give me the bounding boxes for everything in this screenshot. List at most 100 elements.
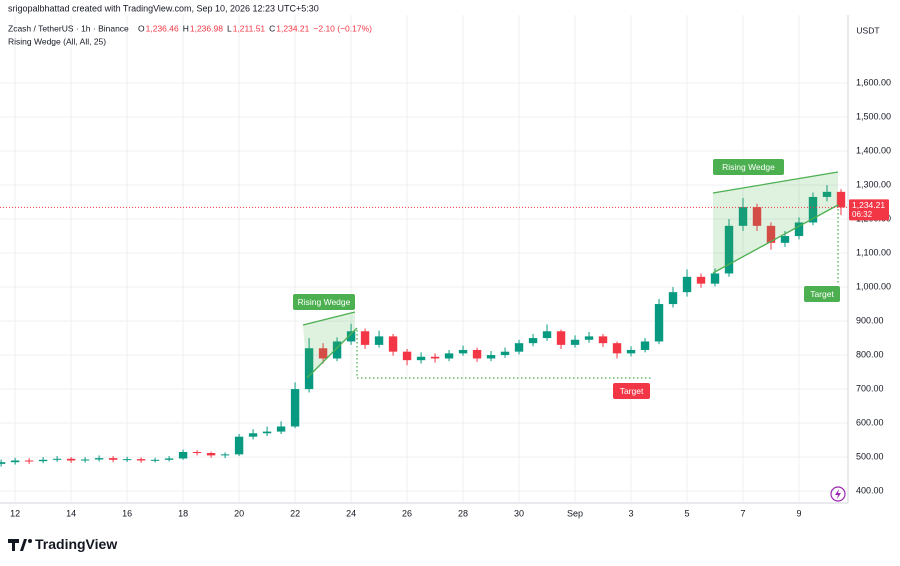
candle-body bbox=[234, 436, 244, 455]
x-tick-label: 24 bbox=[346, 508, 356, 518]
candle-body bbox=[150, 459, 160, 461]
candle-body bbox=[10, 460, 20, 463]
x-tick-label: 14 bbox=[66, 508, 76, 518]
x-tick-label: 18 bbox=[178, 508, 188, 518]
target-line bbox=[356, 330, 651, 379]
candle-body bbox=[738, 207, 748, 226]
logo: TradingView bbox=[8, 536, 117, 552]
candle-body bbox=[836, 191, 846, 208]
wedge-2: Rising Wedge Target bbox=[712, 159, 840, 302]
wedge-lower bbox=[306, 327, 358, 379]
x-tick-label: 22 bbox=[290, 508, 300, 518]
ohlc-value: 1,234.21 bbox=[276, 23, 309, 33]
x-tick-label: 16 bbox=[122, 508, 132, 518]
candle-body bbox=[514, 343, 524, 352]
pattern-label: Rising Wedge bbox=[298, 297, 351, 307]
x-tick-label: 5 bbox=[685, 508, 690, 518]
candle-body bbox=[430, 356, 440, 359]
candle-body bbox=[52, 458, 62, 460]
target-label: Target bbox=[620, 386, 644, 396]
candle-body bbox=[612, 343, 622, 354]
candle-body bbox=[332, 341, 342, 359]
currency: USDT bbox=[856, 25, 879, 35]
ohlc-value: 1,236.46 bbox=[146, 23, 179, 33]
candle-body bbox=[682, 276, 692, 293]
candle-body bbox=[500, 351, 510, 356]
candle-body bbox=[696, 276, 706, 284]
y-tick-label: 700.00 bbox=[856, 383, 884, 393]
candle-body bbox=[206, 453, 216, 456]
wedge-upper bbox=[302, 311, 356, 326]
candle-body bbox=[402, 351, 412, 361]
candle-body bbox=[780, 236, 790, 243]
candle-body bbox=[458, 349, 468, 354]
candle-body bbox=[178, 451, 188, 459]
ohlc-label: C bbox=[269, 23, 275, 33]
x-tick-label: 12 bbox=[10, 508, 20, 518]
candle-body bbox=[0, 462, 6, 464]
candle-body bbox=[290, 389, 300, 427]
candle-body bbox=[304, 348, 314, 390]
lightning-bolt bbox=[835, 489, 841, 499]
target-label-box bbox=[804, 286, 840, 302]
candle-body bbox=[570, 339, 580, 345]
logo-mark bbox=[8, 539, 27, 551]
candle-body bbox=[416, 356, 426, 361]
target-label: Target bbox=[810, 289, 834, 299]
y-tick-label: 1,300.00 bbox=[856, 179, 891, 189]
candle-body bbox=[444, 353, 454, 359]
candle-body bbox=[374, 336, 384, 345]
candle-body bbox=[24, 460, 34, 462]
candle-body bbox=[724, 225, 734, 274]
countdown: 06:32 bbox=[852, 210, 873, 219]
indicator: Rising Wedge (All, All, 25) bbox=[8, 36, 106, 46]
target-label-box bbox=[613, 383, 650, 399]
candle-body bbox=[752, 207, 762, 226]
candle-body bbox=[136, 459, 146, 461]
x-tick-label: 20 bbox=[234, 508, 244, 518]
grid bbox=[0, 15, 848, 503]
candle-body bbox=[472, 349, 482, 359]
x-tick-label: 28 bbox=[458, 508, 468, 518]
candle-body bbox=[556, 331, 566, 345]
x-tick-label: 9 bbox=[796, 508, 801, 518]
logo-text: TradingView bbox=[35, 536, 117, 552]
y-tick-label: 900.00 bbox=[856, 315, 884, 325]
candle-body bbox=[486, 355, 496, 359]
y-tick-label: 800.00 bbox=[856, 349, 884, 359]
candle-body bbox=[108, 458, 118, 460]
candle-body bbox=[668, 292, 678, 305]
candle-body bbox=[346, 331, 356, 342]
candle-body bbox=[528, 338, 538, 344]
x-tick-label: 3 bbox=[629, 508, 634, 518]
ohlc: O 1,236.46 H 1,236.98 L 1,211.51 C 1,234.21 −2.1… bbox=[138, 23, 372, 33]
candle-body bbox=[598, 336, 608, 344]
ohlc-value: 1,236.98 bbox=[190, 23, 223, 33]
y-tick-label: 1,400.00 bbox=[856, 145, 891, 155]
candle-body bbox=[66, 458, 76, 461]
ohlc-label: O bbox=[138, 23, 145, 33]
lightning-icon[interactable] bbox=[830, 486, 846, 502]
candle-body bbox=[276, 426, 286, 432]
y-tick-label: 1,500.00 bbox=[856, 111, 891, 121]
y-tick-label: 1,100.00 bbox=[856, 247, 891, 257]
x-tick-label: 30 bbox=[514, 508, 524, 518]
wedge-lower bbox=[712, 204, 839, 274]
candle-body bbox=[262, 431, 272, 434]
currency-box bbox=[849, 20, 889, 42]
candle-body bbox=[654, 304, 664, 342]
wedge-1: Rising Wedge Target bbox=[293, 294, 651, 399]
y-tick-label: 400.00 bbox=[856, 485, 884, 495]
candle-body bbox=[94, 458, 104, 460]
candle-body bbox=[794, 222, 804, 237]
candle-body bbox=[542, 331, 552, 339]
x-tick-label: 7 bbox=[741, 508, 746, 518]
wedge-fill bbox=[303, 312, 355, 378]
pattern-label-box bbox=[713, 159, 784, 175]
credit: srigopalbhattad created with TradingView… bbox=[8, 3, 319, 13]
last-price-box bbox=[849, 199, 889, 221]
candle-body bbox=[164, 458, 174, 460]
candle-body bbox=[584, 336, 594, 340]
